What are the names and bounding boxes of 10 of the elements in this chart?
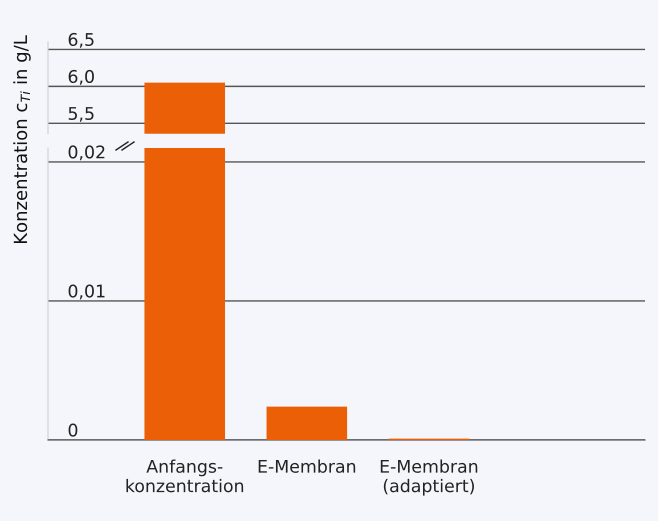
- x-tick-label: E-Membran: [258, 459, 356, 473]
- x-tick-label: E-Membran (adaptiert): [380, 459, 478, 496]
- y-tick-label: 0: [68, 424, 78, 437]
- y-axis-title: Konzentration c$_{Ti}$ in g/L: [13, 35, 31, 244]
- y-tick-label: 5,5: [68, 107, 94, 122]
- y-tick-label: 6,0: [68, 70, 94, 85]
- y-tick-label: 0,01: [68, 284, 104, 300]
- x-tick-label: Anfangs- konzentration: [126, 459, 244, 492]
- y-tick-label: 0,02: [68, 145, 104, 160]
- y-tick-label: 6,5: [68, 32, 94, 48]
